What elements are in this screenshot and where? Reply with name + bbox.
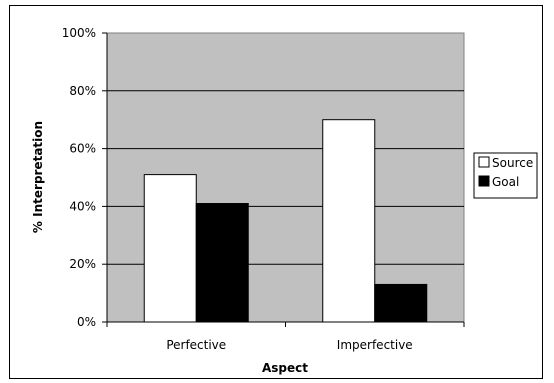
y-tick-label: 40% xyxy=(69,199,96,213)
x-axis-title: Aspect xyxy=(262,361,308,375)
legend-swatch-goal xyxy=(478,175,490,187)
y-tick-label: 60% xyxy=(69,142,96,156)
y-tick-label: 80% xyxy=(69,84,96,98)
x-tick-label: Imperfective xyxy=(337,338,413,352)
bar-source-imperfective xyxy=(322,119,376,323)
y-tick-label: 100% xyxy=(62,26,96,40)
legend-label-goal: Goal xyxy=(492,175,519,189)
x-axis: Perfective Imperfective xyxy=(106,321,465,352)
y-axis-title: % Interpretation xyxy=(31,121,45,233)
y-tick-label: 20% xyxy=(69,257,96,271)
bar-source-perfective xyxy=(143,174,197,323)
legend-swatch-source xyxy=(478,156,490,168)
y-axis: 0% 20% 40% 60% 80% 100% xyxy=(62,26,108,329)
legend: Source Goal xyxy=(473,152,538,199)
x-tick-label: Perfective xyxy=(166,338,226,352)
bar-goal-imperfective xyxy=(374,283,428,323)
y-tick-label: 0% xyxy=(77,315,96,329)
bar-goal-perfective xyxy=(195,203,249,323)
legend-label-source: Source xyxy=(492,156,533,170)
bars xyxy=(143,119,428,323)
